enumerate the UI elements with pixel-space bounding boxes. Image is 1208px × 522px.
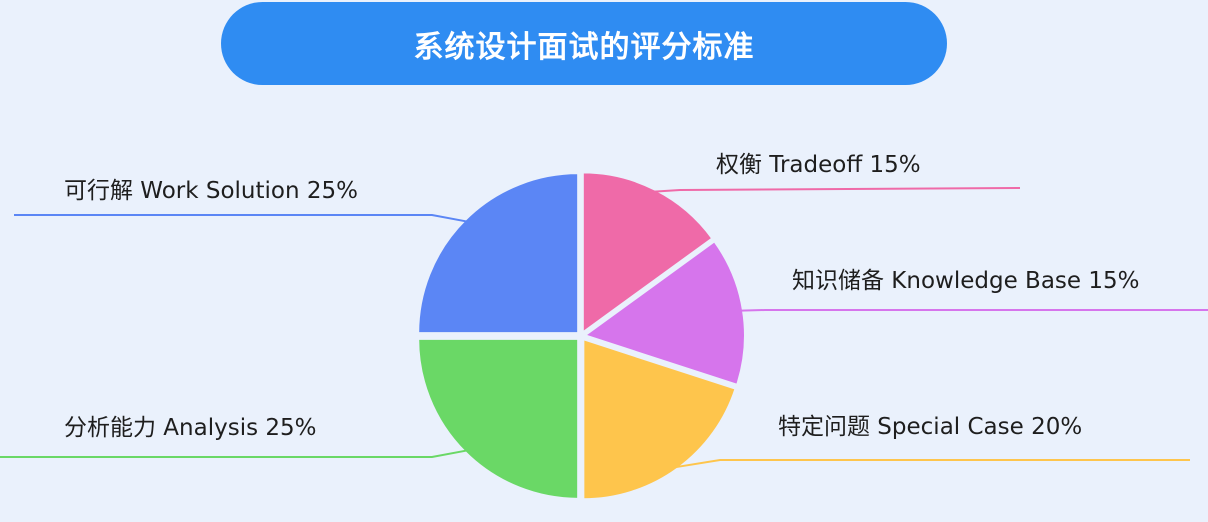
page-title: 系统设计面试的评分标准 [413, 29, 755, 65]
pie-slice [582, 337, 737, 501]
leader-line [676, 459, 1190, 469]
slice-label: 分析能力 Analysis 25% [64, 415, 317, 441]
leader-line [654, 187, 1021, 193]
leader-line [740, 309, 1208, 312]
pie-slice [581, 171, 714, 335]
pie-slices [417, 171, 746, 501]
slice-label: 权衡 Tradeoff 15% [716, 152, 921, 178]
slice-label: 特定问题 Special Case 20% [778, 414, 1082, 440]
slice-label: 可行解 Work Solution 25% [64, 178, 358, 204]
slice-label: 知识储备 Knowledge Base 15% [792, 268, 1140, 294]
title-banner: 系统设计面试的评分标准 [221, 2, 947, 85]
slice-labels: 权衡 Tradeoff 15% 知识储备 Knowledge Base 15% 特定… [64, 152, 1140, 441]
leader-line [0, 449, 467, 458]
leader-line [14, 214, 467, 223]
pie-slice [417, 337, 580, 500]
pie-slice [417, 172, 580, 335]
leader-lines [0, 187, 1208, 469]
